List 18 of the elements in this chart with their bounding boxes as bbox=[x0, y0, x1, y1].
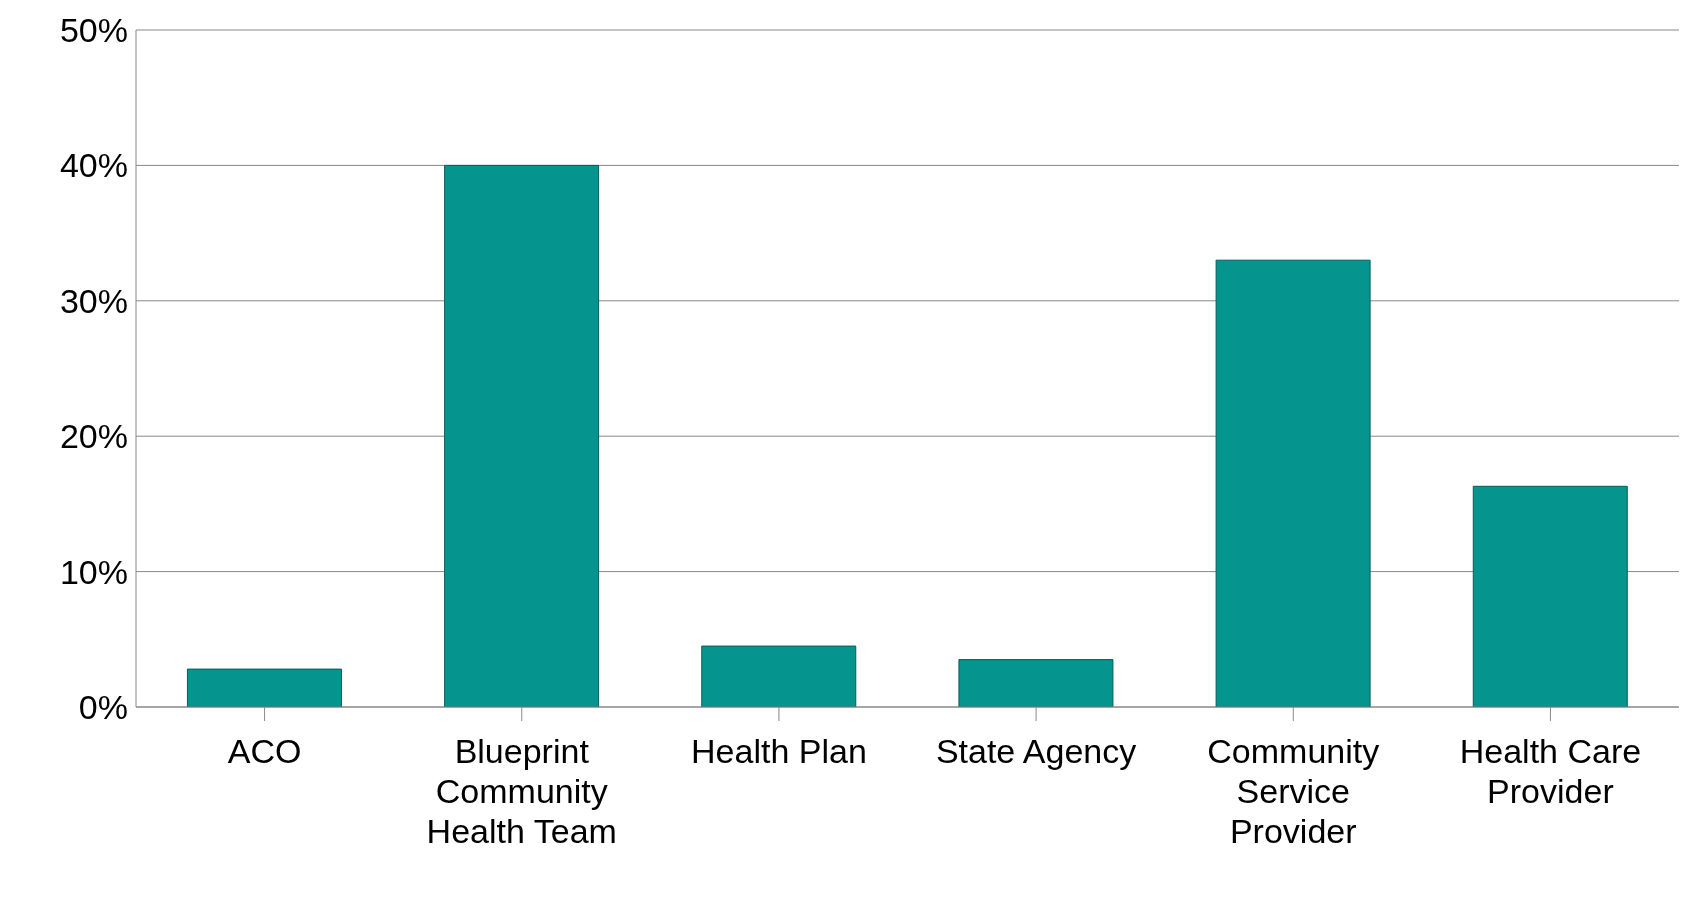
x-tick-label: Blueprint Community Health Team bbox=[426, 732, 617, 850]
bar bbox=[1215, 259, 1371, 707]
x-tick-label: State Agency bbox=[935, 732, 1137, 770]
bar bbox=[701, 645, 857, 707]
x-tick-label: Community Service Provider bbox=[1207, 732, 1380, 850]
y-tick-label: 10% bbox=[59, 552, 128, 591]
bar bbox=[186, 668, 342, 707]
bar bbox=[1472, 485, 1628, 707]
x-tick-label: ACO bbox=[227, 732, 302, 770]
bar bbox=[444, 164, 600, 707]
y-tick-label: 0% bbox=[78, 688, 128, 727]
y-tick-label: 20% bbox=[59, 417, 128, 456]
y-tick-label: 40% bbox=[59, 146, 128, 185]
x-tick-label: Health Care Provider bbox=[1459, 732, 1642, 810]
y-tick-label: 50% bbox=[59, 11, 128, 50]
bar bbox=[958, 659, 1114, 707]
x-tick-label: Health Plan bbox=[691, 732, 867, 770]
y-tick-label: 30% bbox=[59, 281, 128, 320]
